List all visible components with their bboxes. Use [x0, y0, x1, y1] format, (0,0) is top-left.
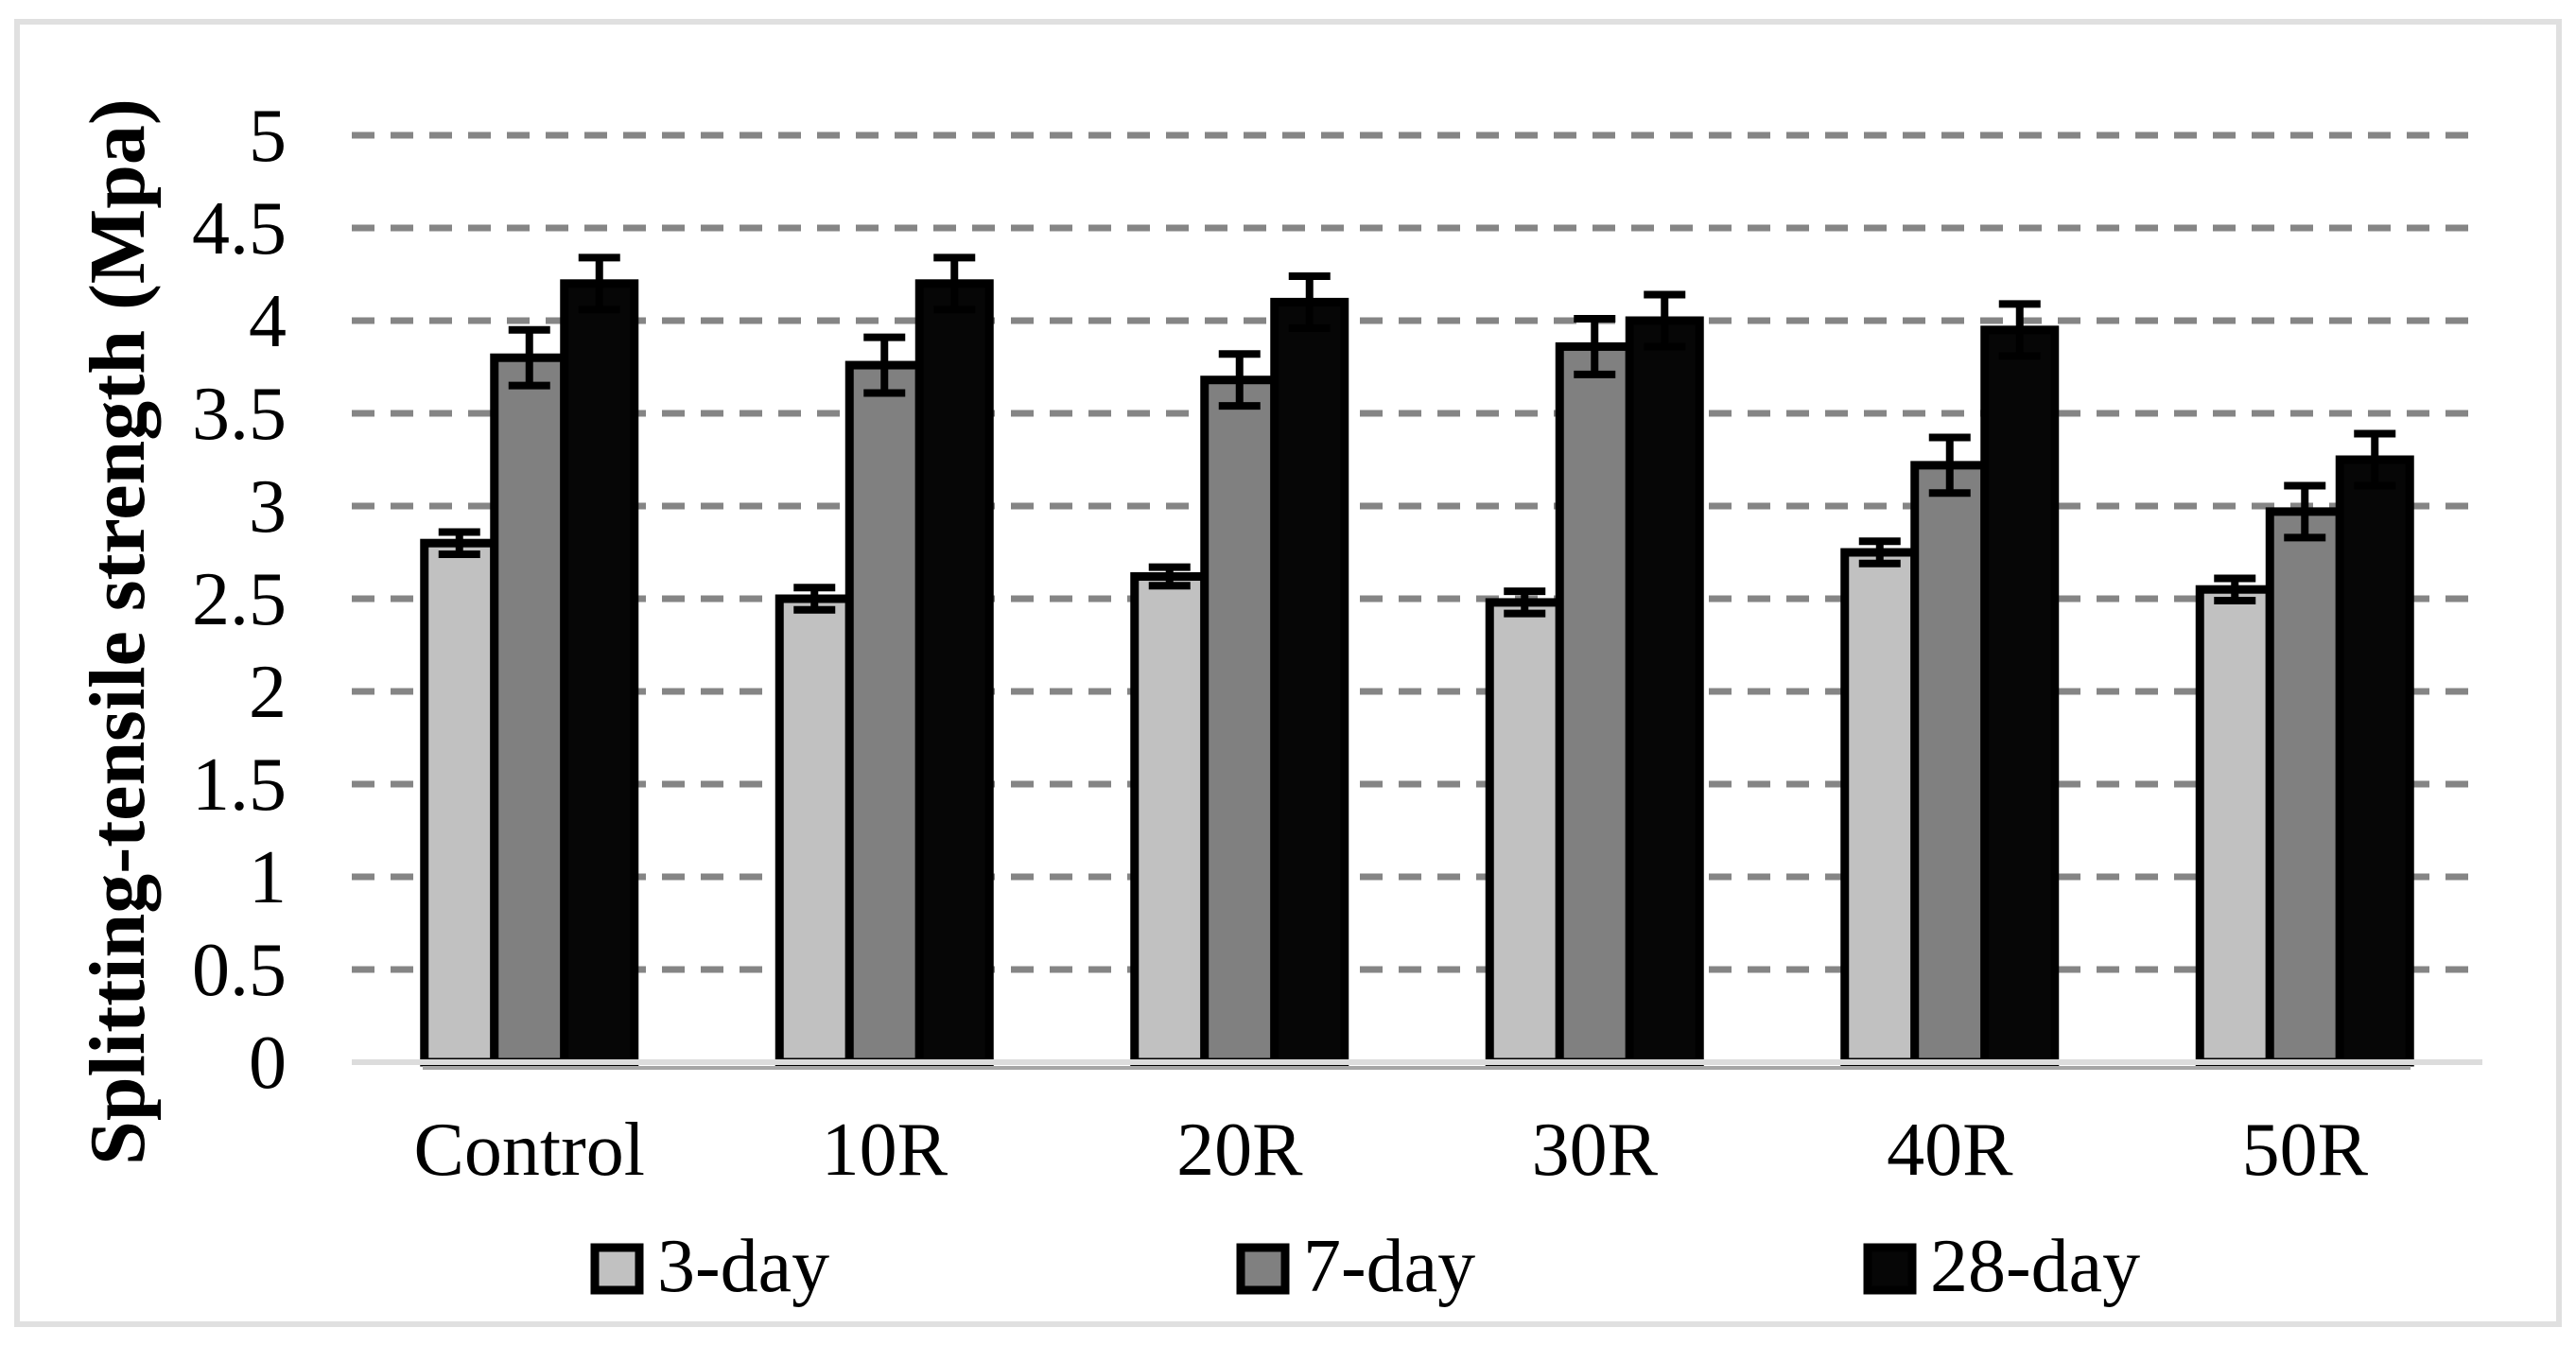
legend-label-7-day: 7-day	[1303, 1225, 1475, 1308]
x-category-label-20R: 20R	[1176, 1109, 1303, 1192]
legend-swatch-28-day	[1863, 1243, 1917, 1295]
bar-3-day-10R	[775, 594, 854, 1067]
bar-7-day-30R	[1555, 341, 1634, 1067]
y-tick-label: 3.5	[192, 373, 287, 456]
bar-28-day-40R	[1980, 325, 2060, 1067]
bar-3-day-40R	[1840, 548, 1920, 1067]
bar-7-day-10R	[844, 360, 924, 1067]
bar-3-day-50R	[2195, 585, 2274, 1067]
y-tick-label: 4.5	[192, 187, 287, 271]
x-category-label-40R: 40R	[1887, 1109, 2013, 1192]
bar-3-day-20R	[1130, 571, 1210, 1067]
bar-7-day-40R	[1910, 461, 1990, 1067]
bar-28-day-50R	[2335, 455, 2414, 1067]
bar-3-day-30R	[1485, 598, 1564, 1067]
y-tick-label: 4	[249, 280, 287, 363]
legend-label-28-day: 28-day	[1930, 1225, 2140, 1308]
x-category-label-50R: 50R	[2242, 1109, 2369, 1192]
y-axis-title: Splitting-tensile strength (Mpa)	[74, 98, 162, 1165]
legend-swatch-7-day	[1236, 1243, 1290, 1295]
figure-border	[14, 19, 2562, 1327]
bar-28-day-Control	[560, 279, 639, 1067]
bar-28-day-20R	[1270, 297, 1349, 1067]
y-tick-label: 1	[249, 836, 287, 919]
y-tick-label: 2	[249, 651, 287, 734]
bar-7-day-20R	[1200, 376, 1279, 1067]
bar-7-day-Control	[490, 353, 569, 1067]
x-category-label-Control: Control	[414, 1109, 645, 1192]
y-tick-label: 3	[249, 465, 287, 549]
bar-7-day-50R	[2265, 507, 2344, 1067]
x-category-label-10R: 10R	[822, 1109, 949, 1192]
y-tick-label: 1.5	[192, 743, 287, 827]
bar-28-day-10R	[914, 279, 994, 1067]
legend-swatch-3-day	[590, 1243, 644, 1295]
y-tick-label: 2.5	[192, 558, 287, 641]
bar-3-day-Control	[420, 538, 499, 1067]
x-category-label-30R: 30R	[1532, 1109, 1659, 1192]
y-tick-label: 0	[249, 1022, 287, 1105]
y-tick-label: 0.5	[192, 929, 287, 1012]
y-tick-label: 5	[249, 95, 287, 178]
bar-28-day-30R	[1625, 316, 1704, 1067]
legend-label-3-day: 3-day	[657, 1225, 829, 1308]
